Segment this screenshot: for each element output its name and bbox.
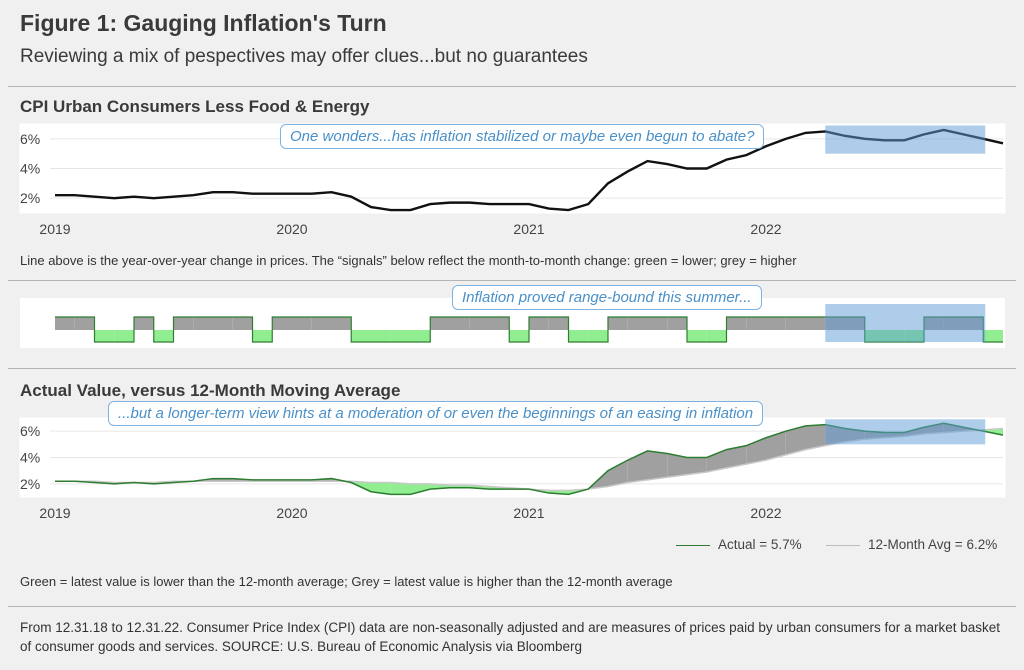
moving-average-y-tick-label: 4% [20,450,40,466]
moving-average-fill-segment [410,483,431,495]
signal-bar-higher [529,317,549,330]
legend-average: 12-Month Avg = 6.2% [826,537,997,552]
moving-average-x-tick-label: 2019 [39,505,70,521]
cpi-y-tick-label: 4% [20,161,40,177]
signal-bar-higher [627,317,648,330]
signal-bar-lower [252,330,273,342]
moving-average-fill-segment [706,449,727,472]
legend-actual-label: Actual = 5.7% [718,537,802,552]
legend-actual: Actual = 5.7% [676,537,802,552]
signal-bar-lower [351,330,371,342]
moving-average-chart-title: Actual Value, versus 12-Month Moving Ave… [20,381,401,400]
signal-bar-higher [74,317,95,330]
signal-bar-lower [114,330,134,342]
signal-bar-higher [469,317,490,330]
divider-top [8,86,1016,87]
signal-bar-higher [311,317,332,330]
signal-bar-lower [568,330,589,342]
signal-bar-higher [805,317,826,330]
signal-bar-higher [726,317,747,330]
signal-bar-higher [608,317,628,330]
signal-bar-higher [173,317,194,330]
cpi-y-tick-label: 2% [20,190,40,206]
signal-bar-higher [667,317,687,330]
signal-bar-lower [153,330,174,342]
signal-bar-higher [548,317,569,330]
signal-bar-lower [588,330,608,342]
moving-average-y-tick-label: 6% [20,423,40,439]
moving-average-highlight-band [825,419,986,445]
source-footer: From 12.31.18 to 12.31.22. Consumer Pric… [20,620,1001,654]
moving-average-fill-segment [785,425,806,455]
moving-average-note: Green = latest value is lower than the 1… [20,574,673,589]
moving-average-x-tick-label: 2021 [513,505,544,521]
legend-actual-swatch [676,544,710,546]
cpi-chart-note: Line above is the year-over-year change … [20,253,797,268]
moving-average-fill-segment [371,482,391,495]
signal-bar-lower [410,330,431,342]
signal-bar-lower [983,330,1003,342]
signal-bar-lower [371,330,391,342]
signal-bar-lower [687,330,707,342]
divider-mid-2 [8,368,1016,369]
signal-bar-higher [292,317,312,330]
moving-average-y-tick-label: 2% [20,476,40,492]
figure-subtitle: Reviewing a mix of pespectives may offer… [20,46,588,67]
signal-bar-higher [55,317,75,330]
signal-bar-higher [272,317,292,330]
signal-bar-higher [766,317,786,330]
figure-title: Figure 1: Gauging Inflation's Turn [20,10,387,36]
cpi-y-tick-label: 6% [20,131,40,147]
signal-bar-higher [331,317,352,330]
signal-bar-higher [785,317,806,330]
signal-bar-higher [746,317,766,330]
divider-mid-1 [8,280,1016,281]
signals-highlight-band [825,304,986,342]
moving-average-x-tick-label: 2020 [276,505,307,521]
signal-bar-lower [706,330,727,342]
signal-bar-higher [213,317,233,330]
moving-average-fill-segment [687,457,707,475]
moving-average-fill-segment [766,431,786,461]
signal-bar-higher [232,317,253,330]
signal-bar-higher [193,317,213,330]
cpi-callout: One wonders...has inflation stabilized o… [280,124,765,149]
moving-average-callout: ...but a longer-term view hints at a mod… [108,401,764,426]
moving-average-fill-segment [726,445,747,469]
cpi-highlight-band [825,125,986,154]
signal-bar-higher [134,317,154,330]
signal-bar-higher [647,317,668,330]
moving-average-fill-segment [805,424,826,450]
signal-bar-higher [430,317,450,330]
signal-bar-higher [489,317,510,330]
legend-average-label: 12-Month Avg = 6.2% [868,537,998,552]
moving-average-x-tick-label: 2022 [750,505,781,521]
legend-average-swatch [826,544,860,546]
cpi-x-tick-label: 2019 [39,221,70,237]
moving-average-fill-segment [647,450,668,480]
moving-average-fill-segment [608,460,628,487]
cpi-x-tick-label: 2020 [276,221,307,237]
moving-average-fill-segment [627,450,648,483]
signal-bar-lower [509,330,529,342]
signal-bar-higher [450,317,470,330]
signal-bar-lower [94,330,115,342]
cpi-x-tick-label: 2022 [750,221,781,237]
moving-average-fill-segment [667,453,687,478]
moving-average-fill-segment [390,482,411,495]
divider-bottom [8,606,1016,607]
cpi-x-tick-label: 2021 [513,221,544,237]
signals-callout: Inflation proved range-bound this summer… [452,285,762,310]
cpi-chart-title: CPI Urban Consumers Less Food & Energy [20,97,370,116]
signal-bar-lower [390,330,411,342]
